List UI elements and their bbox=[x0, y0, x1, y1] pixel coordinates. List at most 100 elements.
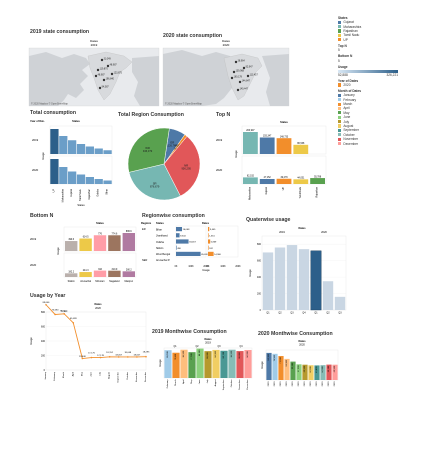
legend-month-item[interactable]: December bbox=[338, 141, 420, 146]
total-bar bbox=[50, 129, 59, 154]
map2020-value: 113,457 bbox=[250, 74, 259, 76]
map2019-title: 2019 state consumption bbox=[30, 29, 90, 35]
regionwise-state-label: West Bengal bbox=[156, 253, 171, 256]
pie-label: NR bbox=[184, 163, 188, 167]
legend-month-item[interactable]: November bbox=[338, 137, 420, 141]
bottomn-bar-label: 490.6 bbox=[68, 239, 74, 241]
quarter-bar bbox=[310, 250, 322, 311]
legend-month-item[interactable]: June bbox=[338, 115, 420, 119]
quarter-x-label: Q2 bbox=[278, 312, 282, 315]
legend-month-item[interactable]: February bbox=[338, 98, 420, 102]
legend-month-item[interactable]: September bbox=[338, 128, 420, 132]
map2020-value: 139,968 bbox=[236, 70, 245, 72]
regionwise-bar bbox=[176, 233, 180, 238]
legend-state-swatch bbox=[338, 20, 342, 24]
m2020-x-label: 2020 bbox=[310, 381, 312, 387]
m2019-year: 2019 bbox=[205, 341, 211, 345]
topn-x-label: Maharashtra bbox=[248, 186, 251, 200]
quarter-x-label: Q1 bbox=[266, 312, 270, 315]
usageyear-point-label: 17,176 bbox=[88, 353, 95, 355]
quarter-y-tick: 400 bbox=[257, 276, 262, 279]
legend-month-item[interactable]: March bbox=[338, 102, 420, 106]
legend-month-swatch bbox=[338, 98, 342, 102]
quarter-y-tick: 200 bbox=[257, 293, 262, 296]
total-x-label: Odisha bbox=[97, 188, 100, 196]
legend-topn-value[interactable]: 5 bbox=[338, 48, 340, 53]
m2019-header: Dates bbox=[204, 337, 212, 341]
legend-month-item[interactable]: April bbox=[338, 106, 420, 110]
regionwise-col-header: Dates bbox=[202, 221, 210, 225]
regionwise-bar bbox=[176, 227, 183, 232]
bottomn-bar bbox=[108, 235, 121, 251]
m2020-bar bbox=[272, 353, 278, 380]
legend-state-item[interactable]: Tamil Nadu bbox=[338, 33, 420, 37]
map2019-dot bbox=[94, 74, 98, 78]
legend-yos-item[interactable]: 2020 bbox=[338, 83, 420, 87]
legend-state-item[interactable]: UP bbox=[338, 38, 420, 42]
usageyear-y-tick: 800 bbox=[41, 311, 46, 314]
quarterwise-chart[interactable]: Dates 2019 2020 0 200 400 600 800 Q1 Q2 Q3 Q4 Q1 Q2 Q3… bbox=[246, 224, 350, 322]
usageyear-point-label: 76,580 bbox=[52, 309, 59, 311]
usageyear-x-label: February bbox=[53, 371, 56, 381]
quarter-bar bbox=[334, 296, 346, 310]
m2020-x-label: 2020 bbox=[304, 381, 306, 387]
bottomn-bar-label: 774.6 bbox=[112, 233, 118, 235]
quarter-year: 2020 bbox=[321, 230, 327, 234]
topn-bar-label: 155,347 bbox=[263, 136, 272, 138]
legend-bottomn-value[interactable]: 5 bbox=[338, 58, 340, 63]
m2019-quarter-label: Q1 bbox=[173, 346, 177, 348]
legend-month-item[interactable]: August bbox=[338, 124, 420, 128]
regionwise-bar-label: 182 bbox=[209, 248, 213, 250]
legend-month-item[interactable]: January bbox=[338, 93, 420, 97]
regionwise-bar bbox=[176, 245, 177, 250]
bottomn-bar-label: 316 bbox=[98, 269, 103, 271]
quarter-header: Dates bbox=[298, 226, 306, 230]
m2019-x-label: May bbox=[191, 379, 193, 384]
legend-usage-min: 52,888 bbox=[338, 72, 348, 77]
usageyear-point bbox=[72, 322, 75, 324]
usageyear-point bbox=[136, 356, 138, 358]
legend-yos-value: 2020 bbox=[343, 82, 351, 87]
m2020-x-label: 2020 bbox=[316, 381, 318, 387]
legend-yos-header: Year of Dates bbox=[338, 78, 359, 83]
m2020-bar-label: 45,900 bbox=[334, 365, 336, 372]
monthwise-2020-chart[interactable]: Dates202081,300202078,500202071,90020206… bbox=[256, 338, 340, 408]
topn-title: Top N bbox=[216, 112, 231, 118]
map-2019[interactable]: Dates 2019 31,04948,987119,870123,875196… bbox=[28, 38, 160, 108]
regionwise-x-axis-title: Usage bbox=[202, 268, 210, 272]
topn-bar bbox=[276, 138, 292, 154]
legend-state-item[interactable]: Maharashtra bbox=[338, 24, 420, 29]
regionwise-title: Regionwise consumption bbox=[142, 213, 205, 219]
map2019-dot bbox=[102, 78, 106, 82]
legend-month-item[interactable]: October bbox=[338, 133, 420, 137]
legend-state-item[interactable]: Rajasthan bbox=[338, 29, 420, 33]
legend-state-swatch bbox=[338, 24, 342, 29]
regionwise-footer-state: Arunachal P. bbox=[156, 259, 170, 262]
bottomn-bar-label: 776 bbox=[98, 233, 103, 235]
pie-value: 226,769 bbox=[168, 144, 178, 148]
map2020-dot bbox=[246, 74, 250, 78]
usageyear-point-label: 89,646 bbox=[43, 302, 50, 304]
m2019-bar-label: 84,900 bbox=[231, 350, 233, 357]
regionwise-state-label: Odisha bbox=[156, 241, 165, 244]
region-pie-chart[interactable]: ER226,769NER36,900NR956,295SR876,679WR94… bbox=[118, 118, 214, 206]
legend-month-item[interactable]: July bbox=[338, 119, 420, 124]
bottomn-chart[interactable]: States 2019 490.6 614.5 776 774.6 886.6 2020 182… bbox=[28, 219, 138, 287]
bottomn-bar-label: 182.2 bbox=[68, 272, 74, 274]
usageyear-line bbox=[45, 304, 147, 360]
legend-month-item[interactable]: May bbox=[338, 111, 420, 115]
bottomn-row-label: 2020 bbox=[30, 263, 37, 267]
m2020-bar-label: 44,300 bbox=[310, 366, 312, 373]
legend-state-item[interactable]: Gujarat bbox=[338, 20, 420, 24]
topn-chart[interactable]: States 2019 206,907 155,347 148,733 86,538 202… bbox=[214, 118, 330, 204]
total-consumption-chart[interactable]: Year of Dat.. States 2019 2020 UP Maharashtra… bbox=[28, 116, 116, 208]
regionwise-x-tick: 200K bbox=[235, 266, 241, 268]
legend-state-label: Maharashtra bbox=[343, 24, 362, 29]
total-x-label: Bihar bbox=[106, 189, 109, 195]
regionwise-chart[interactable]: Regions States Dates ER 16,068 9,504 33,467 490… bbox=[140, 219, 244, 287]
map2020-attribution: © 2020 Mapbox © OpenStreetMap bbox=[165, 103, 203, 106]
legend-month-swatch bbox=[338, 93, 342, 97]
